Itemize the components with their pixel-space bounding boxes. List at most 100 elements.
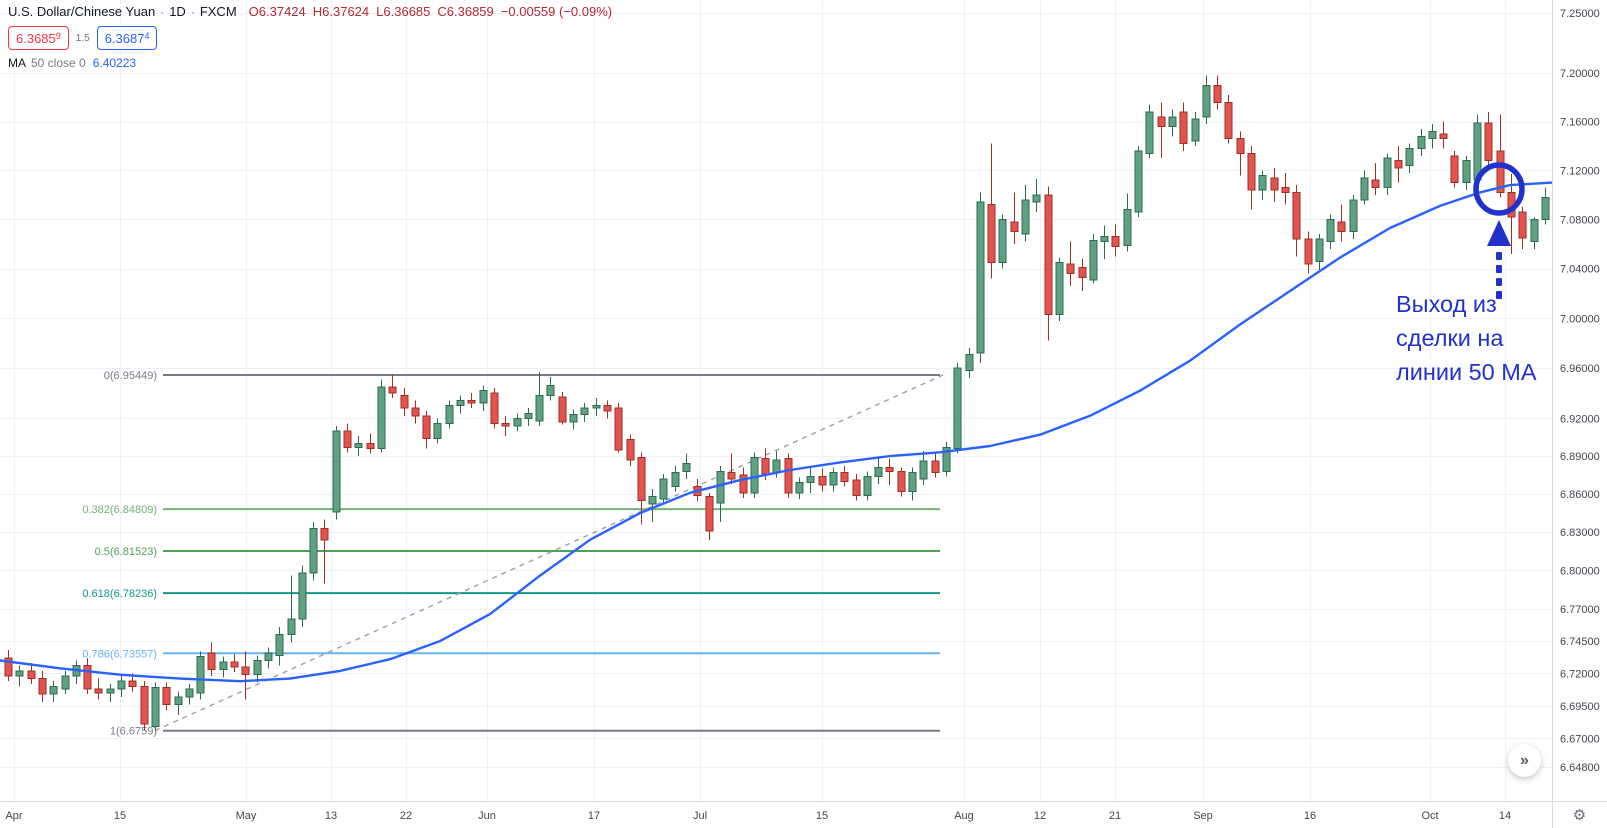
candle-body <box>1450 155 1459 184</box>
price-axis-label: 7.20000 <box>1560 68 1600 80</box>
candle-body <box>1518 211 1527 239</box>
candle-body <box>309 527 318 574</box>
price-axis-label: 7.25000 <box>1560 8 1600 20</box>
price-axis-label: 6.67000 <box>1560 733 1600 745</box>
candle-body <box>140 685 149 725</box>
symbol-row: U.S. Dollar/Chinese Yuan · 1D · FXCM O6.37424… <box>8 4 612 19</box>
candle-body <box>1236 138 1245 154</box>
candle-body <box>298 572 307 620</box>
buy-price-button[interactable]: 6.36874 <box>96 26 158 50</box>
candle-body <box>987 204 996 264</box>
price-axis-label: 6.72000 <box>1560 668 1600 680</box>
candle-body <box>682 463 691 472</box>
spread-value: 1.5 <box>75 32 90 44</box>
candle-body <box>592 405 601 409</box>
candle-body <box>1247 152 1256 191</box>
quote-row: 6.36859 1.5 6.36874 <box>8 26 612 50</box>
price-axis-label: 7.08000 <box>1560 214 1600 226</box>
candle-body <box>264 652 273 662</box>
candle-body <box>739 474 748 494</box>
candle-body <box>174 696 183 706</box>
fib-level-label: 0.618(6.78236) <box>82 588 157 600</box>
fib-level-label: 0.382(6.84809) <box>82 504 157 516</box>
candle-body <box>1428 130 1437 140</box>
candle-body <box>818 475 827 486</box>
candle-body <box>1270 177 1279 191</box>
interval-label[interactable]: 1D <box>169 4 186 19</box>
symbol-title[interactable]: U.S. Dollar/Chinese Yuan <box>8 4 156 19</box>
candle-body <box>1044 194 1053 316</box>
candle-body <box>852 479 861 496</box>
fib-level-label: 1(6.6759) <box>110 726 157 738</box>
candle-body <box>1191 118 1200 142</box>
candle-body <box>761 458 770 475</box>
candle-body <box>467 400 476 404</box>
price-axis-label: 6.89000 <box>1560 451 1600 463</box>
candle-body <box>411 407 420 417</box>
price-axis-label: 6.83000 <box>1560 527 1600 539</box>
time-axis-settings-button[interactable]: ⚙ <box>1553 802 1606 827</box>
candle-body <box>1315 238 1324 262</box>
candle-body <box>953 367 962 450</box>
time-axis-label: Oct <box>1421 810 1438 822</box>
candle-body <box>1010 221 1019 233</box>
candle-body <box>230 661 239 668</box>
candle-body <box>27 670 36 680</box>
price-axis[interactable]: 7.25000 7.20000 7.16000 7.12000 7.08000 7.040… <box>1560 8 1600 774</box>
time-axis[interactable]: Apr 15 May 13 22 Jun 17 Jul 15 Aug 12 21 Sep 16 Oct 14 <box>5 810 1511 822</box>
candle-body <box>931 460 940 474</box>
candle-body <box>106 688 115 694</box>
change-value: −0.00559 (−0.09%) <box>500 4 613 19</box>
time-axis-label: Sep <box>1193 810 1213 822</box>
fib-trendline <box>154 374 944 732</box>
candle-body <box>1157 116 1166 128</box>
candle-body <box>320 527 329 541</box>
candle-body <box>727 472 736 480</box>
open-value: O6.37424 <box>248 4 306 19</box>
candle-body <box>1066 263 1075 275</box>
candle-body <box>546 385 555 397</box>
candle-body <box>626 439 635 461</box>
trend-line[interactable] <box>154 374 944 732</box>
candle-body <box>1179 111 1188 145</box>
candle-body <box>1371 179 1380 189</box>
candle-body <box>343 430 352 448</box>
candle-body <box>1032 194 1041 203</box>
candle-body <box>1202 84 1211 118</box>
exit-circle-annotation[interactable] <box>1473 162 1525 216</box>
candle-body <box>61 675 70 690</box>
price-axis-label: 6.64800 <box>1560 762 1600 774</box>
fib-level-label: 0.5(6.81523) <box>95 546 157 558</box>
candle-body <box>840 472 849 482</box>
candle-body <box>354 442 363 448</box>
low-value: L6.36685 <box>376 4 431 19</box>
candle-body <box>908 472 917 493</box>
candle-body <box>287 618 296 636</box>
bid-price: 6.3685 <box>16 31 56 46</box>
candle-body <box>535 395 544 422</box>
candle-body <box>479 390 488 404</box>
candle-body <box>671 472 680 487</box>
price-axis-label: 6.92000 <box>1560 413 1600 425</box>
price-axis-label: 7.00000 <box>1560 313 1600 325</box>
candle-body <box>196 656 205 694</box>
candle-body <box>490 392 499 424</box>
candle-body <box>388 386 397 394</box>
indicator-row[interactable]: MA 50 close 0 6.40223 <box>8 56 612 70</box>
time-axis-label: 22 <box>400 810 412 822</box>
sell-price-button[interactable]: 6.36859 <box>8 26 69 50</box>
collapse-panel-button[interactable]: » <box>1508 744 1541 777</box>
candle-body <box>795 482 804 494</box>
ask-price: 6.3687 <box>104 31 145 46</box>
candle-body <box>445 405 454 424</box>
exchange-label[interactable]: FXCM <box>199 4 237 19</box>
time-axis-label: 12 <box>1034 810 1046 822</box>
ma-50-line[interactable] <box>0 181 1554 683</box>
fib-retracement[interactable]: 0(6.95449) 0.382(6.84809) 0.5(6.81523) 0.61… <box>82 370 940 738</box>
indicator-name: MA <box>8 56 26 70</box>
annotation-text-line2: сделки на <box>1396 325 1504 351</box>
candle-body <box>422 415 431 439</box>
candle-body <box>1462 160 1471 184</box>
gear-icon: ⚙ <box>1572 806 1587 824</box>
